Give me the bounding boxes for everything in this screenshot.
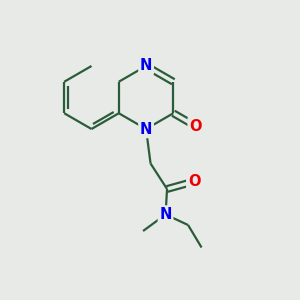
Text: N: N <box>159 207 172 222</box>
Text: O: O <box>189 118 202 134</box>
Text: O: O <box>188 174 200 189</box>
Text: N: N <box>140 122 152 136</box>
Text: N: N <box>140 58 152 74</box>
